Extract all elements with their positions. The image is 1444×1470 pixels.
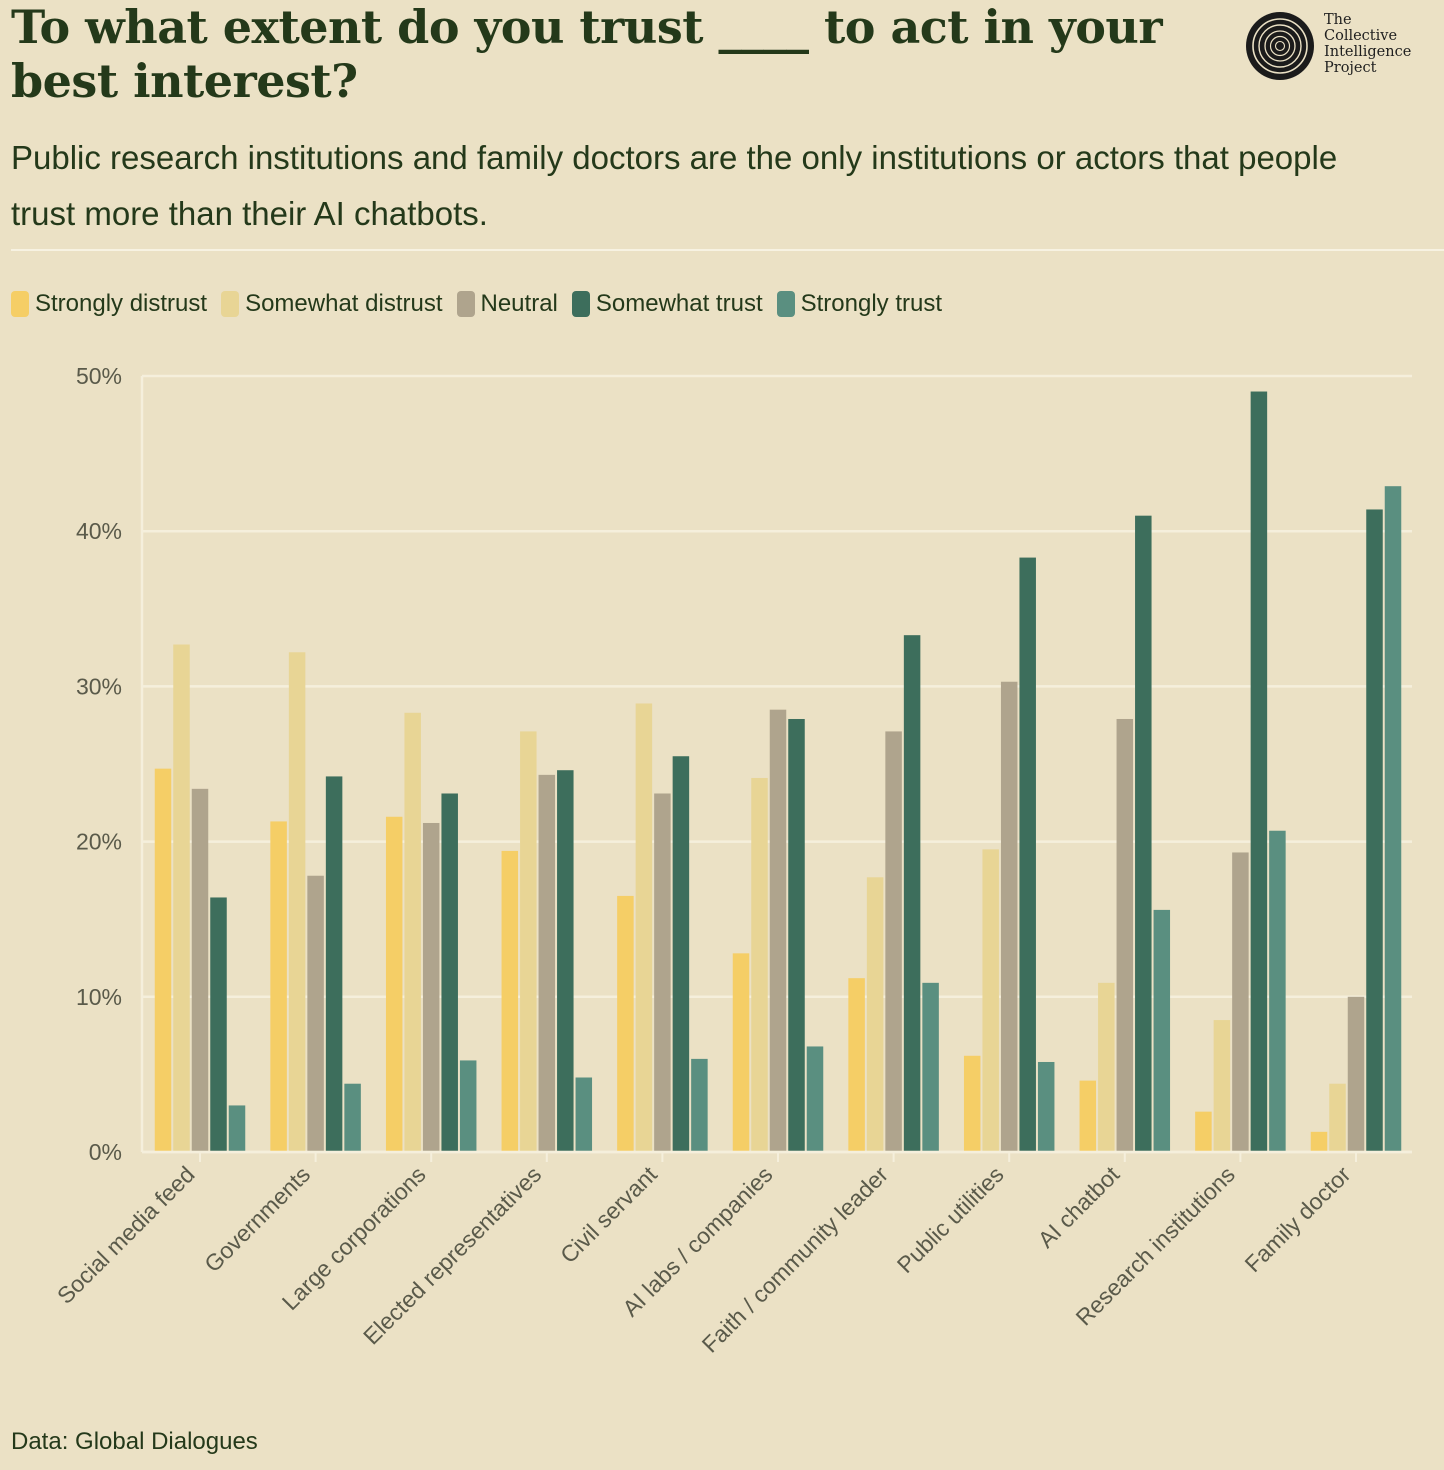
bar — [1195, 1111, 1212, 1152]
bar — [1019, 557, 1036, 1152]
bar — [173, 644, 190, 1152]
bar — [1250, 391, 1268, 1152]
x-tick-label: Governments — [199, 1161, 315, 1277]
bar — [191, 788, 209, 1152]
bar — [307, 875, 324, 1152]
legend-swatch — [456, 291, 475, 317]
bar — [672, 756, 690, 1152]
logo-line: Project — [1324, 60, 1377, 76]
bar — [654, 793, 671, 1152]
bar — [1098, 982, 1115, 1152]
bar — [1347, 996, 1365, 1152]
bar — [210, 897, 227, 1152]
bar — [1079, 1080, 1097, 1152]
legend-label: Neutral — [480, 290, 558, 317]
chart-subtitle: Public research institutions and family … — [11, 139, 1338, 232]
grouped-bar-chart: 0% 10% 20% 30% 40% 50% Social media feed Govern… — [52, 363, 1412, 1358]
bar — [1135, 515, 1152, 1152]
legend-swatch — [571, 291, 590, 317]
y-tick-label: 10% — [76, 984, 122, 1010]
bar — [1329, 1083, 1346, 1152]
bar — [325, 776, 343, 1152]
x-tick-label: Family doctor — [1240, 1161, 1356, 1277]
chart-legend: Strongly distrust Somewhat distrust Neut… — [11, 290, 956, 318]
bar — [288, 652, 306, 1152]
bar — [154, 768, 172, 1152]
bar — [1232, 852, 1249, 1152]
legend-item-neutral: Neutral — [456, 290, 558, 318]
bar — [385, 816, 403, 1152]
logo-line: Intelligence — [1324, 44, 1412, 60]
legend-label: Somewhat trust — [595, 290, 763, 317]
x-tick-label: AI chatbot — [1033, 1161, 1125, 1253]
y-tick-label: 20% — [76, 829, 122, 855]
x-tick-label: Social media feed — [52, 1161, 200, 1309]
bar — [751, 777, 768, 1152]
bar — [1213, 1020, 1231, 1152]
bar — [903, 635, 921, 1152]
bar — [1384, 486, 1402, 1152]
concentric-rings-icon — [1246, 12, 1314, 80]
legend-label: Strongly trust — [800, 290, 942, 317]
header-divider — [11, 249, 1444, 251]
bar — [228, 1105, 246, 1152]
bar — [1310, 1131, 1328, 1152]
legend-swatch — [776, 291, 795, 317]
bar — [557, 770, 574, 1152]
bar — [1037, 1061, 1055, 1152]
legend-item-somewhat-trust: Somewhat trust — [571, 290, 763, 318]
bar — [520, 731, 537, 1152]
bar — [538, 774, 556, 1152]
logo: The Collective Intelligence Project — [1244, 10, 1434, 82]
legend-item-strongly-trust: Strongly trust — [776, 290, 942, 318]
bar — [617, 895, 634, 1152]
x-tick-label: Public utilities — [892, 1161, 1009, 1278]
y-tick-label: 30% — [76, 673, 122, 699]
bar — [1269, 830, 1286, 1152]
bar — [459, 1060, 477, 1152]
legend-swatch — [221, 291, 240, 317]
bar — [1153, 909, 1171, 1152]
logo-line: Collective — [1324, 28, 1398, 44]
legend-item-somewhat-distrust: Somewhat distrust — [221, 290, 443, 318]
bar — [404, 712, 421, 1152]
logo-text: The Collective Intelligence Project — [1324, 12, 1411, 76]
bar — [691, 1058, 708, 1152]
bar — [501, 850, 519, 1152]
bar — [1366, 509, 1383, 1153]
bar — [866, 877, 884, 1152]
y-tick-label: 50% — [76, 363, 122, 389]
y-tick-label: 40% — [76, 518, 122, 544]
x-tick-label: Faith / community leader — [697, 1161, 894, 1358]
bar — [922, 982, 939, 1152]
bar — [441, 793, 458, 1152]
data-source: Data: Global Dialogues — [11, 1428, 258, 1455]
bar — [1116, 718, 1134, 1152]
chart-title: To what extent do you trust ____ to act … — [11, 0, 1163, 108]
bar — [270, 821, 287, 1152]
legend-label: Strongly distrust — [35, 290, 208, 317]
bar — [1000, 681, 1018, 1152]
bar — [575, 1077, 593, 1152]
bar — [732, 953, 750, 1152]
legend-swatch — [11, 291, 29, 317]
bar — [769, 709, 787, 1152]
x-tick-label: Civil servant — [555, 1161, 662, 1268]
bar — [848, 978, 865, 1152]
bar — [885, 731, 902, 1152]
legend-item-strongly-distrust: Strongly distrust — [11, 290, 207, 318]
legend-label: Somewhat distrust — [245, 290, 443, 317]
y-tick-label: 0% — [89, 1139, 122, 1165]
logo-line: The — [1324, 12, 1352, 28]
bar — [982, 849, 999, 1152]
bar — [635, 703, 653, 1152]
bar — [963, 1055, 981, 1152]
bar — [806, 1046, 824, 1152]
bar — [422, 822, 440, 1152]
bar — [344, 1083, 361, 1152]
bar — [788, 718, 805, 1152]
